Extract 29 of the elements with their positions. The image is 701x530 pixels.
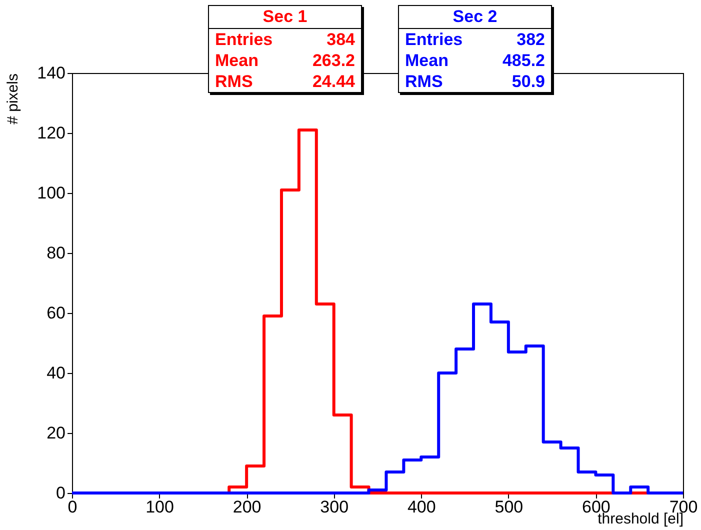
text: Entries xyxy=(215,29,273,50)
y-tick-label: 60 xyxy=(46,304,66,322)
text: Sec 1 xyxy=(209,6,361,29)
y-tick-label: 140 xyxy=(37,64,66,82)
y-tick-label: 100 xyxy=(37,184,66,202)
y-tick-label: 80 xyxy=(46,244,66,262)
text: Mean xyxy=(215,50,258,71)
x-tick-label: 0 xyxy=(68,498,78,516)
text: Mean xyxy=(405,50,448,71)
y-tick-label: 40 xyxy=(46,364,66,382)
annotation: 50.9 xyxy=(512,71,545,92)
annotation: 24.44 xyxy=(312,71,355,92)
y-tick-label: 20 xyxy=(46,424,66,442)
x-tick-label: 300 xyxy=(320,498,349,516)
annotation: RMS xyxy=(215,71,253,92)
y-tick-label: 120 xyxy=(37,124,66,142)
y-tick-label: 0 xyxy=(56,484,66,502)
text: 263.2 xyxy=(312,50,355,71)
x-tick-label: 200 xyxy=(232,498,262,516)
text: 384 xyxy=(326,29,355,50)
text: 485.2 xyxy=(502,50,545,71)
annotation: RMS xyxy=(405,71,443,92)
x-tick-label: 100 xyxy=(146,498,174,516)
text: 382 xyxy=(516,29,545,50)
text: Entries xyxy=(405,29,463,50)
x-tick-label: 500 xyxy=(494,498,524,516)
y-axis-title: # pixels xyxy=(4,74,22,124)
text: Sec 2 xyxy=(399,6,551,29)
x-tick-label: 400 xyxy=(407,498,436,516)
